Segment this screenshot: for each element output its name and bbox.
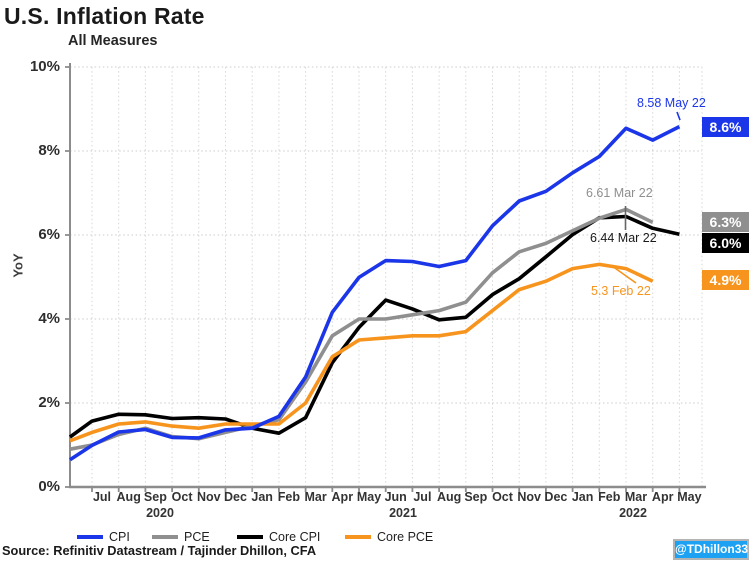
x-tick-label: Oct (171, 490, 193, 504)
x-tick-label: Dec (544, 490, 568, 504)
x-tick-label: Feb (277, 490, 300, 504)
legend-item-core-cpi: Core CPI (237, 528, 320, 546)
page-title: U.S. Inflation Rate (4, 3, 205, 29)
x-tick-label: Sep (143, 490, 167, 504)
year-label: 2022 (619, 506, 647, 520)
x-tick-label: Nov (517, 490, 541, 504)
legend-swatch-pce (152, 535, 178, 539)
y-tick-label: 10% (29, 58, 60, 75)
y-tick-label: 2% (38, 394, 60, 411)
y-tick-label: 6% (38, 226, 60, 243)
x-tick-label: Apr (651, 490, 674, 504)
value-badge-8-6-: 8.6% (702, 117, 749, 137)
legend-label-pce: PCE (184, 530, 210, 544)
legend-label-cpi: CPI (109, 530, 130, 544)
value-badge-4-9-: 4.9% (702, 270, 749, 290)
x-tick-label: Aug (436, 490, 462, 504)
watermark-badge: @TDhillon33 (673, 539, 749, 560)
x-tick-label: Nov (196, 490, 221, 504)
value-badge-6-3-: 6.3% (702, 212, 749, 232)
x-tick-label: Jan (571, 490, 594, 504)
y-tick-label: 8% (38, 142, 60, 159)
x-tick-label: Apr (331, 490, 354, 504)
legend-item-core-pce: Core PCE (345, 528, 433, 546)
x-tick-label: May (677, 490, 702, 504)
annotation-6-44-mar-22: 6.44 Mar 22 (590, 231, 657, 245)
x-tick-label: Sep (464, 490, 488, 504)
x-tick-label: Dec (224, 490, 247, 504)
x-tick-label: Jan (251, 490, 273, 504)
series-line-core-pce (69, 262, 654, 443)
legend-item-pce: PCE (152, 528, 210, 546)
series-line-pce (69, 207, 654, 451)
y-tick-label: 4% (38, 310, 60, 327)
legend-item-cpi: CPI (77, 528, 130, 546)
y-tick-label: 0% (38, 478, 60, 495)
x-tick-label: Oct (492, 490, 513, 504)
legend-swatch-core-cpi (237, 535, 263, 539)
x-tick-label: Feb (598, 490, 621, 504)
year-label: 2020 (146, 506, 174, 520)
series-line-cpi (69, 124, 681, 462)
legend-label-core-cpi: Core CPI (269, 530, 321, 544)
source-text: Source: Refinitiv Datastream / Tajinder … (2, 543, 317, 558)
x-tick-label: Mar (304, 490, 327, 504)
annotation-6-61-mar-22: 6.61 Mar 22 (586, 186, 653, 200)
annotation-connector-8-58-may-22 (676, 111, 681, 121)
annotation-8-58-may-22: 8.58 May 22 (637, 96, 706, 110)
x-tick-label: Aug (116, 490, 141, 504)
year-label: 2021 (389, 506, 417, 520)
series-line-core-cpi (68, 214, 680, 439)
x-tick-label: May (356, 490, 382, 504)
annotation-5-3-feb-22: 5.3 Feb 22 (591, 284, 651, 298)
value-badge-6-0-: 6.0% (702, 233, 749, 253)
chart-subtitle: All Measures (68, 33, 158, 49)
annotation-connector-5-3-feb-22 (611, 265, 637, 284)
legend-swatch-cpi (77, 535, 103, 539)
legend-swatch-core-pce (345, 535, 371, 539)
x-tick-label: Jul (92, 490, 112, 504)
x-tick-label: Mar (624, 490, 648, 504)
x-tick-label: Jul (413, 490, 432, 504)
legend-label-core-pce: Core PCE (377, 530, 434, 544)
x-tick-label: Jun (384, 490, 407, 504)
